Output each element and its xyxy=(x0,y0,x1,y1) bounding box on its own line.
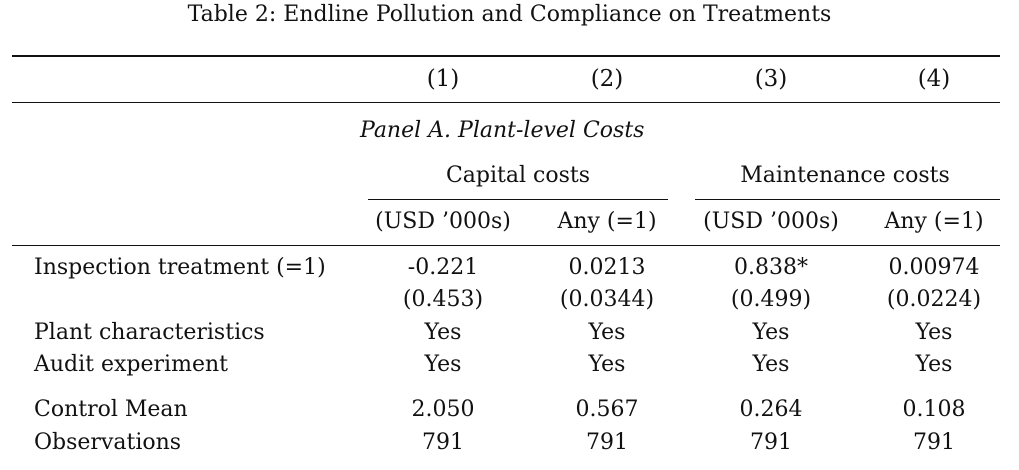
header-rule xyxy=(12,102,1000,103)
column-header-1: (1) xyxy=(426,66,460,92)
cell-audit-3: Yes xyxy=(752,352,790,377)
cell-obs-3: 791 xyxy=(750,430,792,455)
cell-obs-2: 791 xyxy=(586,430,628,455)
cell-se-1: (0.453) xyxy=(402,287,484,312)
cell-inspection-1: -0.221 xyxy=(407,255,479,280)
group-rule-maintenance xyxy=(695,199,1000,200)
cell-se-4: (0.0224) xyxy=(886,287,982,312)
row-label-audit-experiment: Audit experiment xyxy=(34,352,228,377)
subheader-1: (USD ’000s) xyxy=(375,209,511,234)
cell-se-3: (0.499) xyxy=(730,287,812,312)
column-header-2: (2) xyxy=(590,66,624,92)
cell-se-2: (0.0344) xyxy=(559,287,655,312)
column-header-4: (4) xyxy=(917,66,951,92)
subheader-rule xyxy=(12,245,1000,246)
group-header-capital: Capital costs xyxy=(445,163,591,188)
cell-plant-3: Yes xyxy=(752,320,790,345)
subheader-2: Any (=1) xyxy=(557,209,657,234)
cell-control-1: 2.050 xyxy=(411,397,475,422)
row-label-observations: Observations xyxy=(34,430,182,455)
group-rule-capital xyxy=(368,199,668,200)
subheader-4: Any (=1) xyxy=(884,209,984,234)
cell-audit-2: Yes xyxy=(588,352,626,377)
panel-title: Panel A. Plant-level Costs xyxy=(360,118,645,143)
table-caption: Table 2: Endline Pollution and Complianc… xyxy=(187,2,832,27)
cell-inspection-3: 0.838* xyxy=(734,255,808,280)
top-rule xyxy=(12,55,1000,57)
cell-plant-1: Yes xyxy=(424,320,462,345)
cell-plant-2: Yes xyxy=(588,320,626,345)
cell-inspection-4: 0.00974 xyxy=(888,255,980,280)
row-label-inspection: Inspection treatment (=1) xyxy=(34,255,326,280)
cell-inspection-2: 0.0213 xyxy=(568,255,646,280)
cell-control-2: 0.567 xyxy=(575,397,639,422)
cell-obs-1: 791 xyxy=(422,430,464,455)
cell-control-4: 0.108 xyxy=(902,397,966,422)
cell-obs-4: 791 xyxy=(913,430,955,455)
row-label-control-mean: Control Mean xyxy=(34,397,188,422)
cell-audit-4: Yes xyxy=(915,352,953,377)
cell-control-3: 0.264 xyxy=(739,397,803,422)
cell-audit-1: Yes xyxy=(424,352,462,377)
row-label-plant-characteristics: Plant characteristics xyxy=(34,320,265,345)
column-header-3: (3) xyxy=(754,66,788,92)
group-header-maintenance: Maintenance costs xyxy=(740,163,950,188)
cell-plant-4: Yes xyxy=(915,320,953,345)
subheader-3: (USD ’000s) xyxy=(703,209,839,234)
